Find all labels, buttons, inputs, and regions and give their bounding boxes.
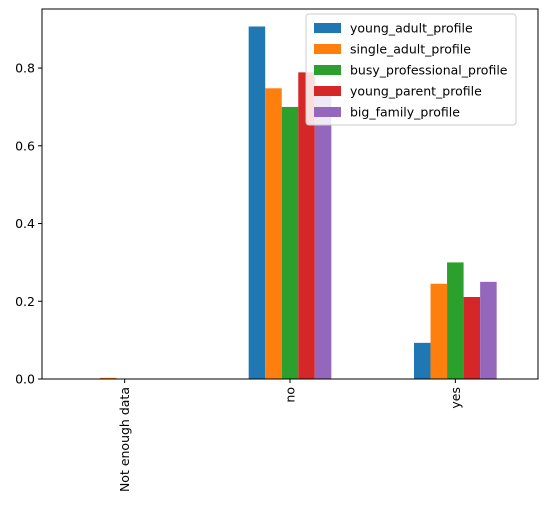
- x-tick-label: no: [283, 387, 298, 403]
- x-tick-label: Not enough data: [117, 387, 132, 492]
- legend-swatch-young_adult_profile: [314, 23, 341, 33]
- legend-swatch-young_parent_profile: [314, 86, 341, 96]
- y-tick-label: 0.2: [15, 294, 35, 309]
- legend-label-young_parent_profile: young_parent_profile: [350, 84, 482, 99]
- x-tick-label: yes: [448, 387, 463, 409]
- bar-big_family_profile-2: [480, 282, 497, 379]
- legend-swatch-single_adult_profile: [314, 44, 341, 54]
- bar-big_family_profile-1: [315, 88, 332, 379]
- y-tick-label: 0.8: [15, 61, 35, 76]
- bar-single_adult_profile-1: [265, 88, 282, 379]
- legend-label-busy_professional_profile: busy_professional_profile: [350, 63, 508, 78]
- bar-single_adult_profile-2: [431, 284, 448, 379]
- legend-swatch-busy_professional_profile: [314, 65, 341, 75]
- y-tick-label: 0.6: [15, 138, 35, 153]
- y-tick-label: 0.0: [15, 372, 35, 387]
- legend-label-young_adult_profile: young_adult_profile: [350, 21, 473, 36]
- bar-young_parent_profile-2: [464, 297, 481, 379]
- legend-swatch-big_family_profile: [314, 107, 341, 117]
- bar-busy_professional_profile-1: [282, 107, 299, 379]
- bar-young_adult_profile-1: [249, 26, 266, 379]
- legend-label-big_family_profile: big_family_profile: [350, 105, 460, 120]
- bar-busy_professional_profile-2: [447, 262, 464, 379]
- legend-label-single_adult_profile: single_adult_profile: [350, 42, 471, 57]
- legend: young_adult_profile single_adult_profileb…: [306, 14, 516, 125]
- y-tick-label: 0.4: [15, 216, 35, 231]
- bar-young_adult_profile-2: [414, 343, 431, 379]
